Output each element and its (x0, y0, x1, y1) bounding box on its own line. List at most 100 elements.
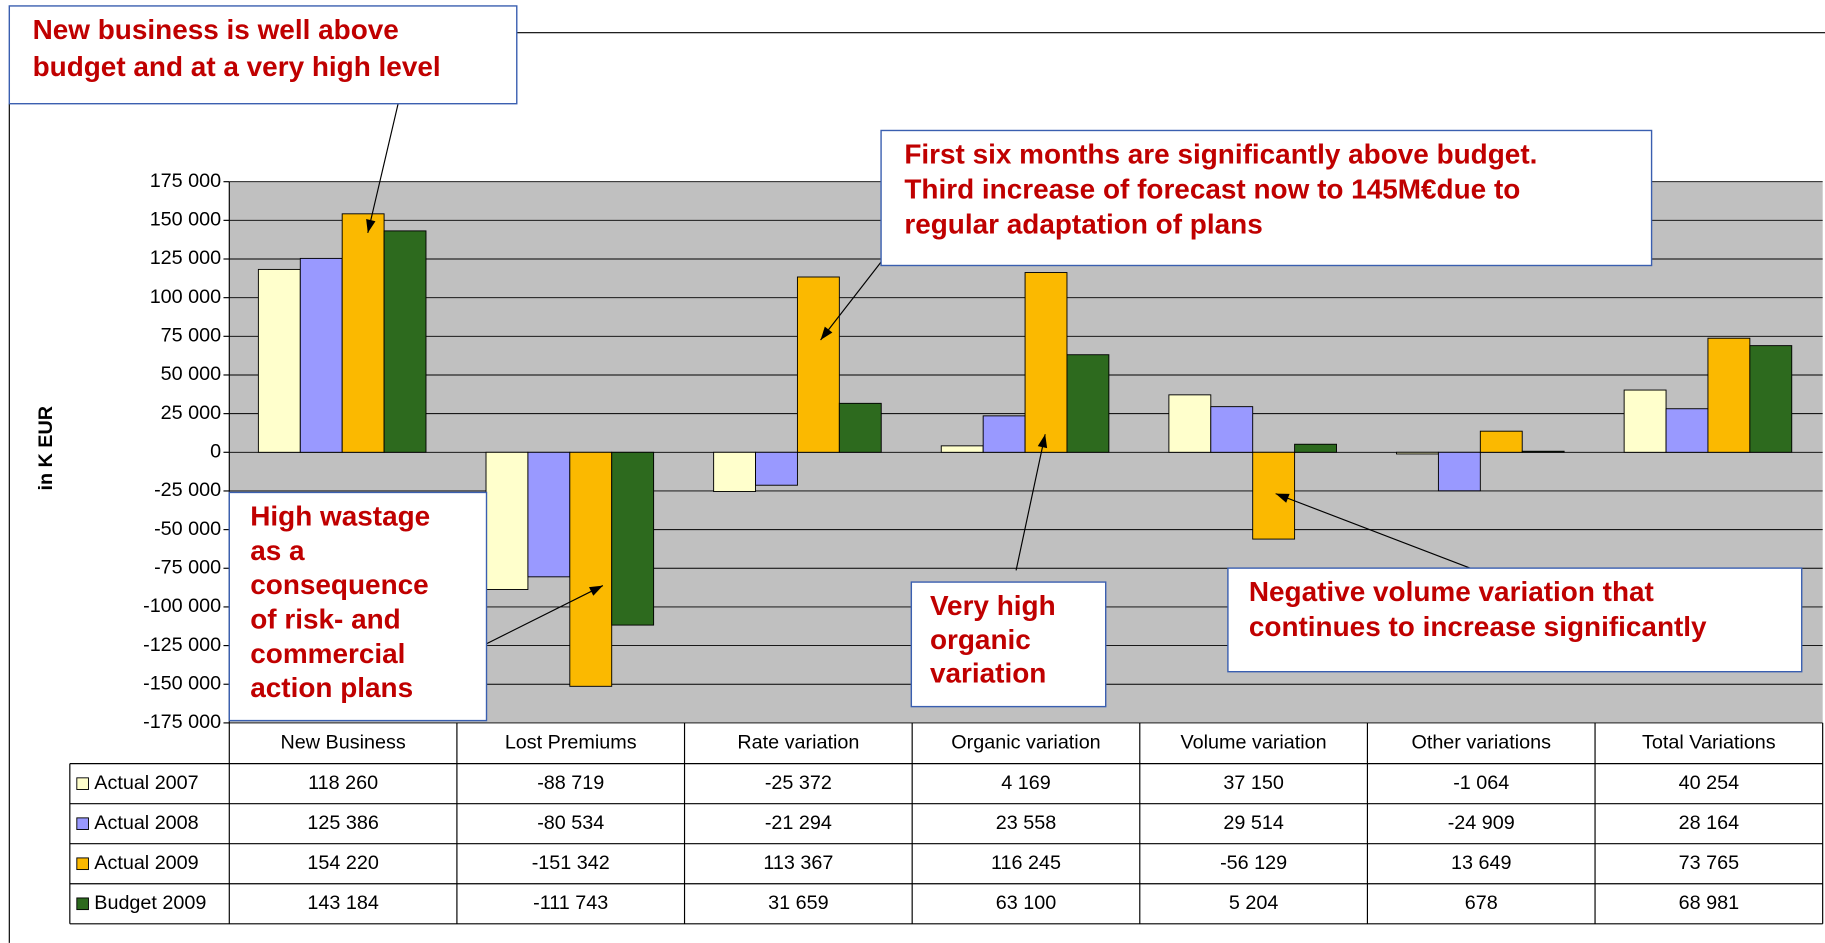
bar (485, 451, 529, 590)
y-tick-label: -25 000 (154, 479, 221, 501)
table-value: -80 534 (537, 812, 604, 834)
y-tick-label: 0 (210, 441, 221, 463)
arrow-head (1275, 493, 1290, 503)
table-value: 40 254 (1679, 772, 1739, 794)
bar (341, 213, 385, 453)
bar (383, 230, 427, 453)
table-value: -1 064 (1453, 772, 1509, 794)
legend-key (76, 897, 89, 911)
table-value: 113 367 (763, 852, 833, 874)
bar (611, 451, 655, 626)
bar (1024, 272, 1068, 453)
y-tick-label: 150 000 (150, 209, 221, 231)
category-label: New Business (280, 731, 405, 753)
bar (1066, 354, 1110, 453)
annotation-text: variation (930, 658, 1046, 689)
table-value: 5 204 (1229, 892, 1278, 914)
y-tick-label: -175 000 (143, 711, 221, 733)
table-value: 678 (1465, 892, 1498, 914)
y-tick-label: -50 000 (154, 518, 221, 540)
y-tick-label: 75 000 (161, 325, 221, 347)
bar (940, 445, 984, 453)
bar (569, 451, 613, 687)
bar (1168, 394, 1212, 453)
category-label: Organic variation (951, 731, 1100, 753)
annotation-box (1227, 567, 1803, 673)
arrow-head (366, 219, 376, 233)
y-axis-label: in K EUR (35, 406, 57, 491)
annotation-box (880, 129, 1653, 267)
table-value: 68 981 (1679, 892, 1739, 914)
y-tick-label: -75 000 (154, 556, 221, 578)
bar (838, 402, 882, 453)
bar (755, 451, 798, 486)
annotation-text: New business is well above (33, 14, 399, 45)
bar (1707, 337, 1751, 453)
annotation-text: First six months are significantly above… (904, 138, 1537, 169)
table-value: -24 909 (1448, 812, 1515, 834)
bar (713, 451, 757, 492)
y-tick-label: 125 000 (150, 247, 221, 269)
arrow-head (589, 585, 603, 596)
bar (1623, 389, 1667, 453)
annotation-arrow (820, 261, 882, 341)
annotation-text: Negative volume variation that (1249, 576, 1654, 607)
bar (1749, 345, 1793, 453)
annotation-text: High wastage (250, 500, 430, 531)
annotation-text: budget and at a very high level (33, 51, 441, 82)
table-value: -56 129 (1220, 852, 1287, 874)
annotation-arrow (486, 585, 604, 645)
annotation-text: Third increase of forecast now to 145M€d… (904, 173, 1520, 204)
table-value: 13 649 (1451, 852, 1511, 874)
arrow-head (1037, 434, 1048, 449)
table-value: 116 245 (991, 852, 1061, 874)
annotation-text: of risk- and (250, 603, 401, 634)
category-label: Volume variation (1181, 731, 1327, 753)
annotation-text: organic (930, 624, 1031, 655)
bar (1665, 408, 1709, 453)
table-value: -25 372 (765, 772, 832, 794)
legend-label: Actual 2007 (94, 772, 198, 794)
table-value: -111 743 (533, 892, 608, 914)
legend-label: Actual 2008 (94, 812, 198, 834)
table-value: 23 558 (996, 812, 1056, 834)
annotation-text: as a (250, 535, 305, 566)
annotation-text: commercial (250, 638, 405, 669)
legend-key (76, 817, 89, 830)
bar (1479, 430, 1523, 453)
category-label: Total Variations (1642, 731, 1776, 753)
bar (527, 451, 571, 578)
bar (982, 415, 1026, 453)
table-value: 28 164 (1679, 812, 1739, 834)
bar (1210, 406, 1254, 453)
table-value: 31 659 (768, 892, 828, 914)
annotation-text: Very high (930, 590, 1056, 621)
y-tick-label: 100 000 (150, 286, 221, 308)
annotation-text: consequence (250, 569, 428, 600)
category-label: Lost Premiums (505, 731, 637, 753)
annotation-box (8, 5, 518, 105)
bar (1294, 443, 1337, 453)
y-tick-label: -125 000 (143, 634, 221, 656)
legend-label: Budget 2009 (94, 892, 206, 914)
bar (257, 268, 301, 453)
bar (1521, 450, 1565, 453)
table-value: 29 514 (1223, 812, 1283, 834)
y-tick-label: -100 000 (143, 595, 221, 617)
annotation-arrow (1275, 493, 1471, 569)
annotation-text: regular adaptation of plans (904, 208, 1262, 239)
table-value: 63 100 (996, 892, 1056, 914)
y-tick-label: -150 000 (143, 672, 221, 694)
table-value: -88 719 (537, 772, 604, 794)
annotation-box (228, 491, 488, 722)
annotation-arrow (1015, 434, 1046, 571)
category-label: Other variations (1411, 731, 1551, 753)
annotation-arrow (367, 98, 400, 234)
table-value: 118 260 (308, 772, 378, 794)
y-tick-label: 175 000 (150, 170, 221, 192)
y-tick-label: 50 000 (161, 363, 221, 385)
bar (1437, 451, 1481, 492)
bar (796, 276, 840, 453)
y-tick-label: 25 000 (161, 402, 221, 424)
